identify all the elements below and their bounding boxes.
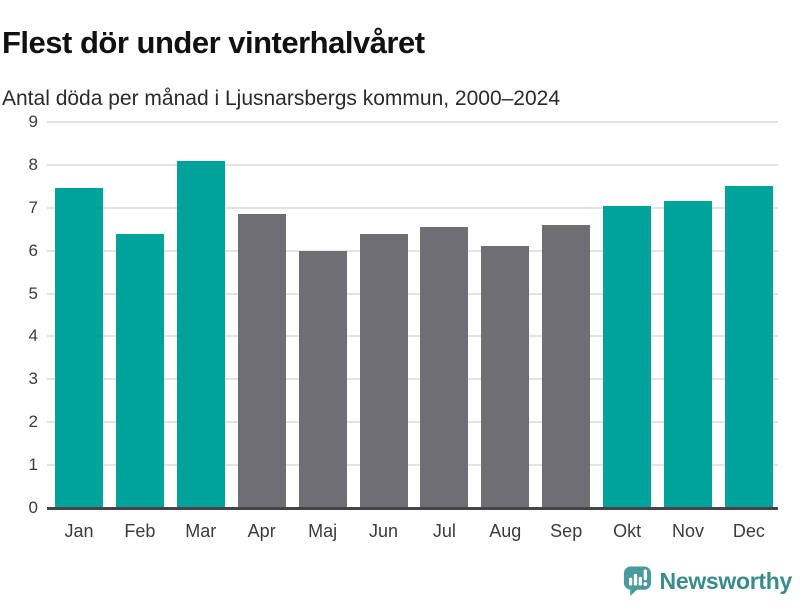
bar-sep	[542, 224, 591, 508]
bar-jun	[359, 233, 408, 508]
bar-aug	[481, 246, 530, 508]
gridline-y3	[47, 378, 778, 381]
x-tick-label-jun: Jun	[368, 521, 399, 541]
x-tick-label-nov: Nov	[671, 521, 704, 541]
brand-wordmark: Newsworthy	[659, 567, 793, 594]
x-tick-label-dec: Dec	[732, 521, 765, 541]
bar-jul	[420, 227, 469, 508]
gridline-y5	[47, 292, 778, 295]
gridline-y2	[47, 421, 778, 424]
bar-mar	[176, 160, 225, 508]
gridline-y6	[47, 249, 778, 252]
bar-okt	[603, 205, 652, 508]
bar-apr	[237, 214, 286, 508]
x-tick-label-maj: Maj	[308, 521, 338, 541]
y-tick-label-4: 4	[28, 326, 38, 346]
brand-footer: Newsworthy	[622, 565, 792, 597]
y-tick-label-6: 6	[28, 240, 38, 260]
bar-chart: 0 1 2 3 4 5 6 7 8 9 Jan Feb Mar Apr Maj Jun Jul Aug Sep Okt…	[28, 112, 778, 541]
chart-title: Flest dör under vinterhalvåret	[2, 24, 425, 60]
gridline-y9	[47, 121, 778, 123]
bar-jan	[55, 188, 103, 508]
y-tick-label-3: 3	[28, 369, 38, 389]
x-tick-label-okt: Okt	[613, 521, 642, 541]
y-tick-label-2: 2	[28, 412, 38, 432]
x-tick-label-jul: Jul	[432, 521, 456, 541]
x-tick-label-feb: Feb	[124, 521, 156, 541]
x-tick-label-apr: Apr	[247, 521, 276, 541]
gridline-y7	[47, 206, 778, 209]
x-tick-label-jan: Jan	[64, 521, 94, 541]
y-tick-label-0: 0	[28, 498, 38, 517]
bar-dec	[724, 186, 773, 508]
gridline-y4	[47, 335, 778, 338]
y-tick-label-8: 8	[28, 154, 38, 174]
x-tick-label-mar: Mar	[185, 521, 217, 541]
newsworthy-logo-icon	[622, 565, 653, 597]
gridline-y8	[47, 163, 778, 166]
bar-feb	[115, 233, 164, 508]
y-tick-label-1: 1	[28, 455, 38, 475]
x-axis-baseline	[47, 506, 778, 510]
x-tick-label-sep: Sep	[550, 521, 583, 541]
bar-maj	[298, 250, 347, 508]
chart-subtitle: Antal döda per månad i Ljusnarsbergs kom…	[2, 87, 561, 110]
x-tick-label-aug: Aug	[489, 521, 522, 541]
gridline-y1	[47, 464, 778, 467]
y-tick-label-9: 9	[28, 112, 38, 131]
bar-nov	[664, 201, 712, 508]
y-tick-label-5: 5	[28, 283, 38, 303]
y-tick-label-7: 7	[28, 197, 38, 217]
